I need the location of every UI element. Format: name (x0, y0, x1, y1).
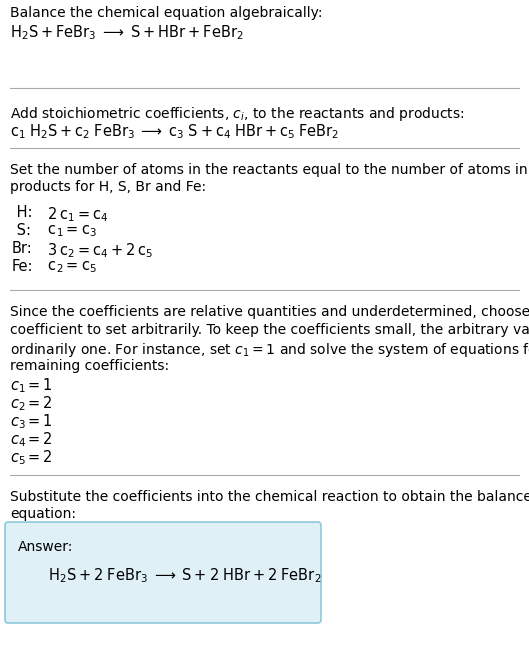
Text: $\mathrm{\;\; c_1 = c_3}$: $\mathrm{\;\; c_1 = c_3}$ (40, 223, 97, 239)
Text: Br:: Br: (12, 241, 33, 256)
Text: $\mathrm{H_2S + 2\; FeBr_3 \;\longrightarrow\; S + 2\; HBr + 2\; FeBr_2}$: $\mathrm{H_2S + 2\; FeBr_3 \;\longrighta… (48, 566, 322, 585)
Text: Substitute the coefficients into the chemical reaction to obtain the balanced: Substitute the coefficients into the che… (10, 490, 529, 504)
Text: Balance the chemical equation algebraically:: Balance the chemical equation algebraica… (10, 6, 323, 20)
Text: $\mathrm{H_2S + FeBr_3 \;\longrightarrow\; S + HBr + FeBr_2}$: $\mathrm{H_2S + FeBr_3 \;\longrightarrow… (10, 23, 244, 41)
Text: $c_4 = 2$: $c_4 = 2$ (10, 430, 53, 449)
Text: $\mathrm{\;\; 3\,c_2 = c_4 + 2\,c_5}$: $\mathrm{\;\; 3\,c_2 = c_4 + 2\,c_5}$ (40, 241, 153, 259)
Text: remaining coefficients:: remaining coefficients: (10, 359, 169, 373)
Text: Add stoichiometric coefficients, $c_i$, to the reactants and products:: Add stoichiometric coefficients, $c_i$, … (10, 105, 464, 123)
Text: Fe:: Fe: (12, 259, 33, 274)
Text: $\mathrm{c_1\; H_2S + c_2\; FeBr_3 \;\longrightarrow\; c_3\; S + c_4\; HBr + c_5: $\mathrm{c_1\; H_2S + c_2\; FeBr_3 \;\lo… (10, 122, 339, 140)
Text: coefficient to set arbitrarily. To keep the coefficients small, the arbitrary va: coefficient to set arbitrarily. To keep … (10, 323, 529, 337)
Text: $c_2 = 2$: $c_2 = 2$ (10, 394, 53, 413)
Text: Answer:: Answer: (18, 540, 74, 554)
Text: equation:: equation: (10, 507, 76, 521)
Text: $c_3 = 1$: $c_3 = 1$ (10, 412, 53, 431)
Text: $c_1 = 1$: $c_1 = 1$ (10, 376, 53, 395)
Text: H:: H: (12, 205, 32, 220)
Text: ordinarily one. For instance, set $c_1 = 1$ and solve the system of equations fo: ordinarily one. For instance, set $c_1 =… (10, 341, 529, 359)
Text: $\mathrm{\;\; 2\,c_1 = c_4}$: $\mathrm{\;\; 2\,c_1 = c_4}$ (40, 205, 109, 224)
FancyBboxPatch shape (5, 522, 321, 623)
Text: S:: S: (12, 223, 31, 238)
Text: Set the number of atoms in the reactants equal to the number of atoms in the: Set the number of atoms in the reactants… (10, 163, 529, 177)
Text: Since the coefficients are relative quantities and underdetermined, choose a: Since the coefficients are relative quan… (10, 305, 529, 319)
Text: $c_5 = 2$: $c_5 = 2$ (10, 448, 53, 466)
Text: products for H, S, Br and Fe:: products for H, S, Br and Fe: (10, 180, 206, 194)
Text: $\mathrm{\;\; c_2 = c_5}$: $\mathrm{\;\; c_2 = c_5}$ (40, 259, 97, 275)
